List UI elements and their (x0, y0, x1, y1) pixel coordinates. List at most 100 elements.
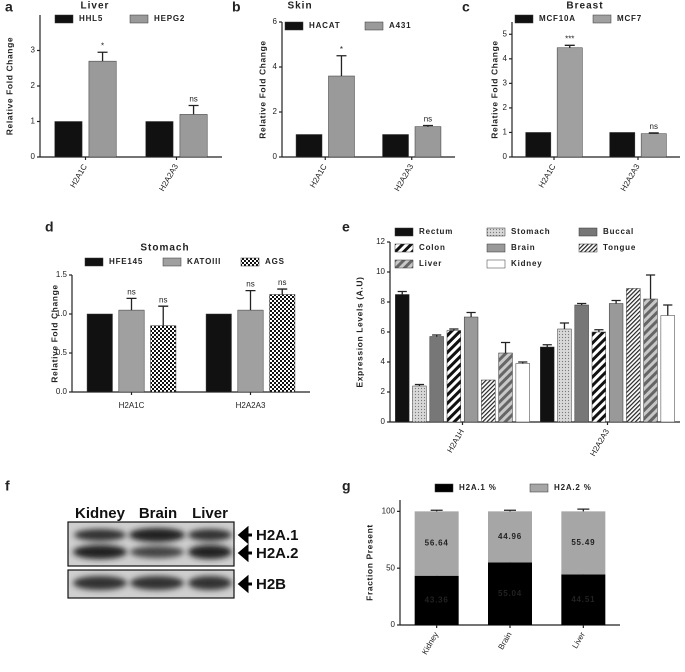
legend-swatch (578, 243, 598, 253)
significance-label: ns (424, 115, 432, 124)
error-bar (277, 288, 288, 295)
panel-letter: b (232, 0, 241, 15)
legend-label: Stomach (511, 227, 550, 236)
value-label: 44.51 (571, 595, 595, 604)
significance-label: ns (246, 280, 254, 289)
x-tick-label: H2A1C (119, 401, 145, 410)
panel-letter: g (342, 478, 351, 494)
bar (498, 352, 513, 423)
x-tick-label: H2A2A3 (588, 427, 611, 458)
error-bar (158, 305, 169, 326)
error-bar (188, 104, 199, 115)
y-axis-title: Fraction Present (364, 524, 374, 601)
y-axis-title: Expression Levels (A.U) (354, 276, 364, 387)
legend-swatch (54, 14, 74, 24)
bar (640, 133, 667, 158)
y-tick-label: 1 (503, 128, 508, 137)
bar (429, 336, 444, 423)
significance-label: ns (159, 295, 167, 304)
y-axis-title: Relative Fold Change (4, 37, 14, 135)
legend-swatch (394, 259, 414, 269)
chart-title: Skin (287, 1, 312, 12)
bar (556, 47, 583, 158)
legend-swatch (592, 14, 612, 24)
y-tick-label: 0 (503, 152, 508, 161)
bar (54, 121, 83, 158)
legend-swatch (486, 227, 506, 237)
bar (626, 288, 641, 423)
y-tick-label: 8 (381, 297, 386, 306)
bar (412, 385, 427, 423)
arrow (237, 543, 252, 563)
legend-label: A431 (389, 21, 411, 30)
error-bar (414, 383, 425, 386)
legend-swatch (578, 227, 598, 237)
legend-swatch (364, 21, 384, 31)
y-tick-label: 2 (273, 107, 278, 116)
chart-title: Breast (566, 1, 603, 12)
value-label: 56.64 (425, 539, 449, 548)
legend-swatch (529, 483, 549, 493)
lane-label: Liver (192, 505, 228, 522)
bar (463, 316, 479, 423)
y-tick-label: 10 (376, 267, 385, 276)
y-tick-label: 0 (273, 152, 278, 161)
bar (269, 294, 296, 393)
error-bar (97, 51, 108, 62)
y-tick-label: 100 (382, 506, 396, 515)
value-label: 44.96 (498, 532, 522, 541)
bar (414, 126, 442, 158)
error-bar (577, 302, 587, 305)
error-bar (336, 55, 347, 76)
legend-label: MCF7 (617, 14, 642, 23)
bar (643, 298, 658, 423)
error-bar (449, 328, 459, 331)
bar (179, 114, 208, 158)
legend-label: Tongue (603, 243, 636, 252)
error-bar (126, 297, 137, 311)
bar (382, 134, 409, 158)
error-bar (500, 341, 511, 353)
y-tick-label: 12 (376, 237, 385, 246)
bar (118, 309, 145, 393)
legend-label: Colon (419, 243, 446, 252)
bar-segment (488, 511, 532, 563)
y-tick-label: 2 (503, 103, 508, 112)
bar (481, 379, 496, 423)
legend-label: KATOIII (187, 257, 221, 266)
bar-segment (561, 574, 606, 625)
band-label: H2B (256, 576, 286, 593)
error-bar (430, 509, 443, 512)
y-tick-label: 6 (273, 17, 278, 26)
chart-title: Stomach (140, 243, 189, 254)
significance-label: ns (189, 95, 197, 104)
significance-label: ns (650, 122, 658, 131)
bar (608, 303, 624, 423)
legend-swatch (129, 14, 149, 24)
error-bar (245, 289, 256, 311)
error-bar (432, 334, 442, 337)
y-axis-title: Relative Fold Change (489, 40, 499, 138)
y-tick-label: 1.0 (56, 309, 68, 318)
bar-segment (414, 511, 459, 576)
y-tick-label: 5 (503, 29, 508, 38)
bar (540, 346, 555, 423)
panel-letter: a (5, 0, 13, 15)
panel-letter: f (5, 478, 10, 494)
error-bar (542, 344, 552, 347)
significance-label: ns (278, 278, 286, 287)
blot-panel: f Kidney Brain Liver H2A.1 H2A.2 H2B (5, 478, 299, 599)
y-tick-label: 1.5 (56, 270, 68, 279)
bar (609, 132, 636, 158)
bar-segment (488, 562, 532, 625)
legend-label: H2A.1 % (459, 483, 497, 492)
legend-label: HFE145 (109, 257, 143, 266)
y-tick-label: 4 (381, 357, 386, 366)
x-tick-label: H2A2A3 (619, 162, 642, 193)
legend-label: AGS (265, 257, 285, 266)
band-label: H2A.2 (256, 545, 299, 562)
error-bar (422, 124, 433, 127)
arrow (237, 525, 252, 545)
x-tick-label: H2A1C (68, 162, 89, 189)
